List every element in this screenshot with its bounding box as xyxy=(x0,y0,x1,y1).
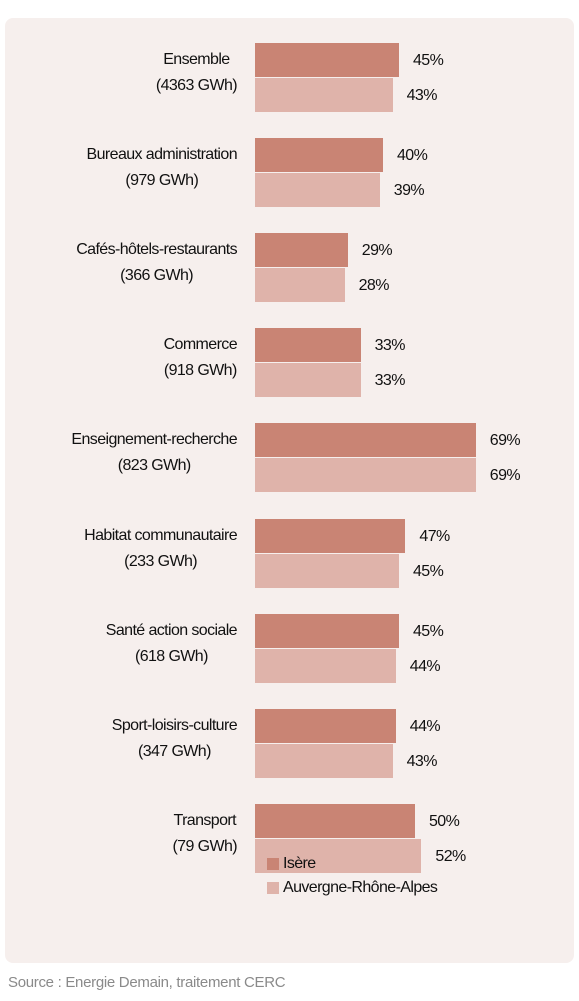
bar xyxy=(255,268,345,303)
value-label: 52% xyxy=(435,847,466,865)
category-label-line: (823 GWh) xyxy=(117,457,191,475)
bar xyxy=(255,43,399,77)
bar xyxy=(255,78,393,112)
value-label: 44% xyxy=(409,657,441,675)
value-label: 50% xyxy=(429,812,460,830)
category-label-line: Santé action sociale xyxy=(105,621,238,639)
category-label-line: Commerce xyxy=(163,336,238,354)
category-label: Santé action sociale (618 GWh) xyxy=(105,618,238,670)
legend-swatch xyxy=(267,882,279,894)
legend-label: Auvergne-Rhône-Alpes xyxy=(283,879,438,896)
value-label: 45% xyxy=(413,622,444,640)
bar xyxy=(255,838,422,873)
bar xyxy=(255,138,383,173)
value-label: 39% xyxy=(393,182,425,200)
value-label: 69% xyxy=(489,467,521,485)
category-label: Ensemble (4363 GWh) xyxy=(155,47,238,99)
legend-label: Isère xyxy=(283,855,316,872)
bar xyxy=(255,363,361,398)
category-label-line: Bureaux administration xyxy=(86,146,238,164)
bar xyxy=(255,553,399,588)
category-label: Commerce (918 GWh) xyxy=(163,332,238,384)
value-label: 45% xyxy=(413,562,444,580)
value-label: 29% xyxy=(361,242,393,260)
bar xyxy=(255,458,476,493)
category-label-line: Habitat communautaire xyxy=(84,526,237,544)
value-label: 33% xyxy=(374,337,406,355)
category-label-line: Sport-loisirs-culture xyxy=(111,716,238,734)
value-label: 47% xyxy=(419,527,450,545)
bar xyxy=(255,743,393,778)
bar xyxy=(255,708,396,743)
category-label-line: (979 GWh) xyxy=(125,172,199,190)
category-label-line: Enseignement-recherche xyxy=(71,431,237,449)
category-label-line: Ensemble xyxy=(163,51,230,68)
value-label: 69% xyxy=(489,432,521,450)
category-label-line: (4363 GWh) xyxy=(155,77,238,94)
value-label: 33% xyxy=(374,372,406,390)
value-label: 44% xyxy=(409,717,441,735)
bar xyxy=(255,518,406,553)
bar xyxy=(255,173,380,208)
category-label-line: (618 GWh) xyxy=(134,647,208,665)
value-label: 45% xyxy=(413,52,444,69)
category-label: Sport-loisirs-culture (347 GWh) xyxy=(111,713,238,765)
category-label-line: (918 GWh) xyxy=(163,362,237,380)
category-label: Bureaux administration (979 GWh) xyxy=(86,142,238,194)
bar xyxy=(255,423,476,458)
bar xyxy=(255,613,399,648)
category-label-line: Cafés-hôtels-restaurants xyxy=(76,241,237,259)
category-label-line: Transport xyxy=(173,811,236,829)
value-label: 28% xyxy=(358,277,390,295)
category-label: Habitat communautaire (233 GWh) xyxy=(84,523,237,575)
category-label-line: (366 GWh) xyxy=(120,267,194,285)
category-label-line: (233 GWh) xyxy=(124,552,197,570)
category-label: Enseignement-recherche (823 GWh) xyxy=(71,427,237,479)
value-label: 43% xyxy=(406,752,438,770)
bar xyxy=(255,803,415,838)
bar xyxy=(255,233,348,268)
value-label: 40% xyxy=(397,147,428,165)
category-label-line: (347 GWh) xyxy=(137,742,211,760)
legend-swatch xyxy=(267,858,279,870)
category-label: Transport (79 GWh) xyxy=(172,808,237,860)
value-label: 43% xyxy=(406,87,438,104)
bar xyxy=(255,648,396,683)
category-label: Cafés-hôtels-restaurants (366 GWh) xyxy=(76,237,237,289)
category-label-line: (79 GWh) xyxy=(172,837,237,855)
source-note: Source : Energie Demain, traitement CERC xyxy=(8,974,286,991)
bar xyxy=(255,328,361,363)
